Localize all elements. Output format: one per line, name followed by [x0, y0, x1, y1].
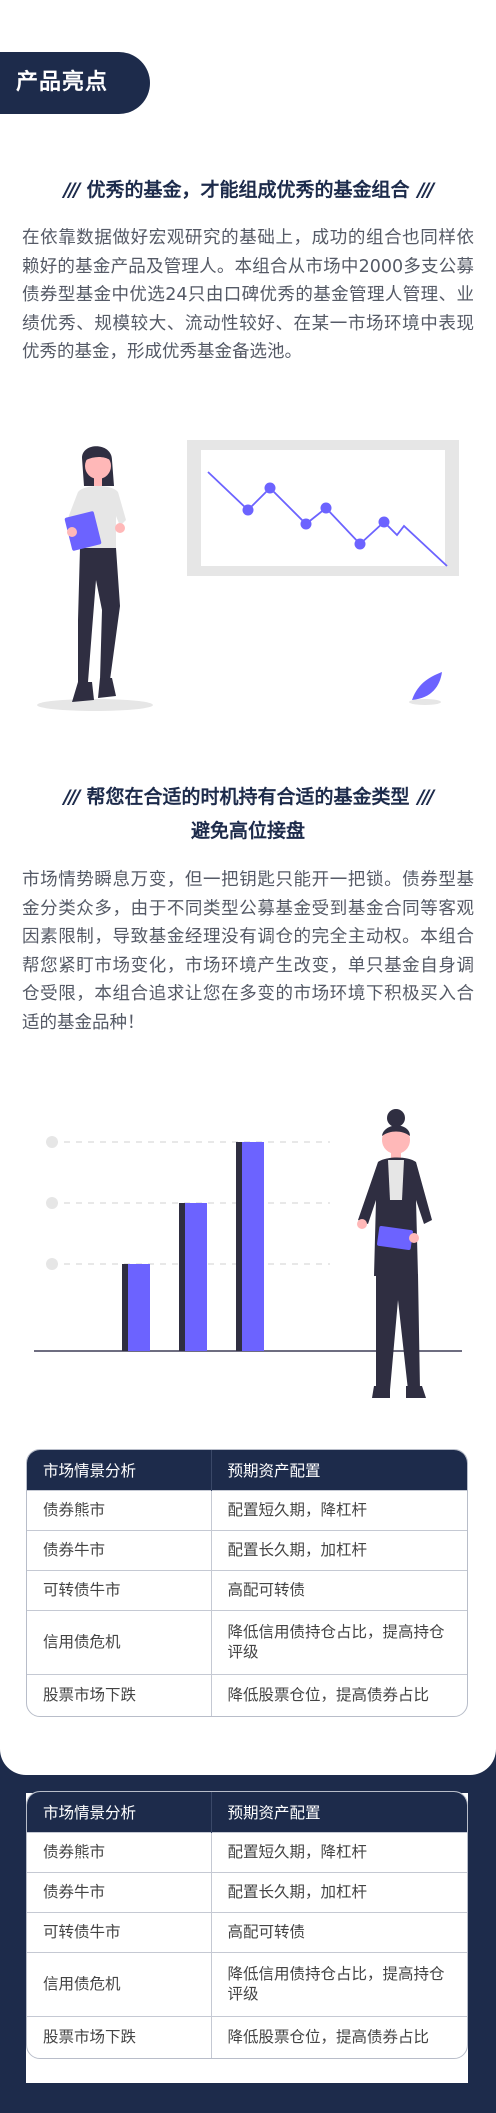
- table-cell: 降低股票仓位，提高债券占比: [211, 2015, 467, 2058]
- table-row: 债券牛市 配置长久期，加杠杆: [27, 1871, 467, 1912]
- table-cell: 配置长久期，加杠杆: [211, 1871, 467, 1912]
- table-cell: 高配可转债: [211, 1911, 467, 1952]
- table-cell: 降低股票仓位，提高债券占比: [211, 1673, 467, 1716]
- block2-heading-line1: 帮您在合适的时机持有合适的基金类型: [86, 786, 410, 808]
- table-row: 债券熊市 配置短久期，降杠杆: [27, 1831, 467, 1872]
- bar-1: [128, 1264, 150, 1351]
- table-cell: 配置短久期，降杠杆: [211, 1831, 467, 1872]
- table-cell: 配置长久期，加杠杆: [211, 1529, 467, 1570]
- table-cell: 可转债牛市: [27, 1569, 212, 1610]
- block1-heading: 优秀的基金，才能组成优秀的基金组合: [86, 179, 410, 201]
- table-row: 信用债危机 降低信用债持仓占比，提高持仓评级: [27, 1951, 467, 2016]
- table-cell: 信用债危机: [27, 1609, 212, 1674]
- woman-figure-2: [357, 1109, 432, 1398]
- table-cell: 高配可转债: [211, 1569, 467, 1610]
- block2-heading-row: /// 帮您在合适的时机持有合适的基金类型 ///: [0, 781, 496, 813]
- table-row: 股票市场下跌 降低股票仓位，提高债券占比: [27, 2015, 467, 2058]
- table-cell: 降低信用债持仓占比，提高持仓评级: [211, 1951, 467, 2016]
- table-row: 股票市场下跌 降低股票仓位，提高债券占比: [27, 1673, 467, 1716]
- table-cell: 债券牛市: [27, 1871, 212, 1912]
- table-row: 债券熊市 配置短久期，降杠杆: [27, 1489, 467, 1530]
- slash-decoration: ///: [63, 179, 81, 201]
- table-cell: 信用债危机: [27, 1951, 212, 2016]
- table-header: 预期资产配置: [211, 1450, 467, 1490]
- table-cell: 降低信用债持仓占比，提高持仓评级: [211, 1609, 467, 1674]
- table-row: 信用债危机 降低信用债持仓占比，提高持仓评级: [27, 1609, 467, 1674]
- table-cell: 债券熊市: [27, 1489, 212, 1530]
- table-row: 债券牛市 配置长久期，加杠杆: [27, 1529, 467, 1570]
- block1-paragraph: 在依靠数据做好宏观研究的基础上，成功的组合也同样依赖好的基金产品及管理人。本组合…: [22, 228, 474, 362]
- content-card: 产品亮点 /// 优秀的基金，才能组成优秀的基金组合 /// 在依靠数据做好宏观研究…: [0, 0, 496, 1775]
- table-cell: 配置短久期，降杠杆: [211, 1489, 467, 1530]
- table-header: 市场情景分析: [27, 1450, 212, 1490]
- slash-decoration: ///: [417, 179, 435, 201]
- table-header: 市场情景分析: [27, 1792, 212, 1832]
- bar-chart-woman-illustration: [34, 1109, 462, 1398]
- bar-2: [185, 1203, 207, 1351]
- bar-3: [242, 1142, 264, 1351]
- table-cell: 债券牛市: [27, 1529, 212, 1570]
- allocation-table: 市场情景分析 预期资产配置 债券熊市 配置短久期，降杠杆 债券牛市 配置长久期，…: [26, 1449, 468, 1717]
- slash-decoration: ///: [417, 786, 435, 808]
- leaf-icon: [412, 672, 442, 700]
- table-cell: 股票市场下跌: [27, 1673, 212, 1716]
- section-tag: 产品亮点: [0, 52, 150, 114]
- table-cell: 债券熊市: [27, 1831, 212, 1872]
- block1-heading-row: /// 优秀的基金，才能组成优秀的基金组合 ///: [0, 174, 496, 206]
- woman-figure: [64, 446, 126, 702]
- block2-paragraph: 市场情势瞬息万变，但一把钥匙只能开一把锁。债券型基金分类众多，由于不同类型公募基…: [22, 870, 474, 1033]
- allocation-table-duplicate: 市场情景分析 预期资产配置 债券熊市 配置短久期，降杠杆 债券牛市 配置长久期，…: [26, 1791, 468, 2059]
- table-header: 预期资产配置: [211, 1792, 467, 1832]
- block2-heading-line2: 避免高位接盘: [190, 820, 305, 842]
- table-cell: 股票市场下跌: [27, 2015, 212, 2058]
- table-row: 可转债牛市 高配可转债: [27, 1569, 467, 1610]
- woman-with-chart-illustration: [37, 440, 459, 711]
- slash-decoration: ///: [63, 786, 81, 808]
- chart-line: [207, 471, 448, 567]
- table-header-row: 市场情景分析 预期资产配置: [27, 1450, 467, 1490]
- tablet-icon: [377, 1225, 413, 1251]
- book-icon: [64, 511, 102, 551]
- table-cell: 可转债牛市: [27, 1911, 212, 1952]
- table-header-row: 市场情景分析 预期资产配置: [27, 1792, 467, 1832]
- table-row: 可转债牛市 高配可转债: [27, 1911, 467, 1952]
